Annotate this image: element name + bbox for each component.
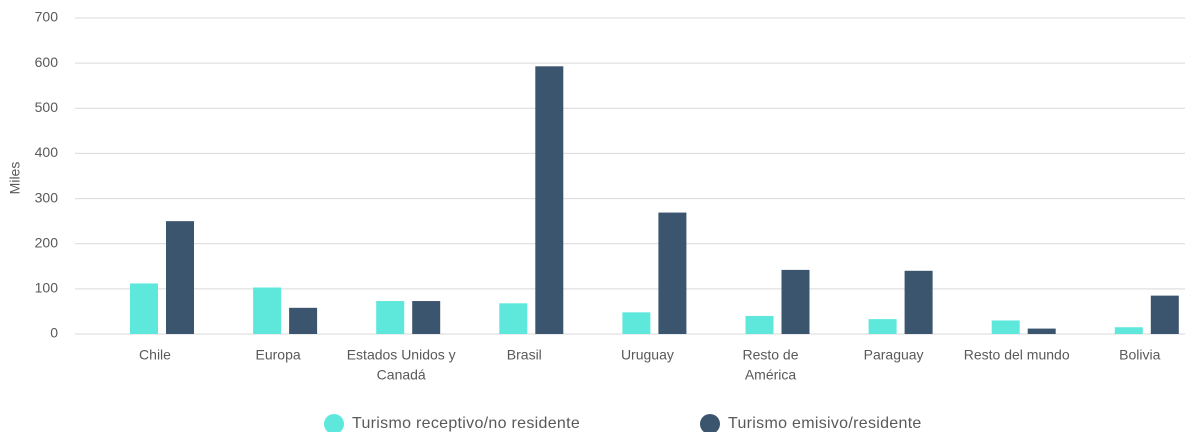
x-tick-label: Paraguay <box>864 347 924 363</box>
bar <box>499 303 528 334</box>
x-tick-label: Chile <box>139 347 171 363</box>
y-tick-label: 500 <box>35 99 59 115</box>
x-tick-label: América <box>745 367 797 383</box>
y-tick-label: 100 <box>35 280 59 296</box>
x-tick-label: Bolivia <box>1119 347 1160 363</box>
y-tick-label: 200 <box>35 234 59 250</box>
y-tick-label: 400 <box>35 144 59 160</box>
bar <box>253 287 282 334</box>
bar <box>412 301 441 334</box>
x-tick-label: Resto de <box>742 347 798 363</box>
bar <box>781 269 810 334</box>
y-tick-label: 600 <box>35 54 59 70</box>
bar <box>166 221 194 334</box>
y-axis-label: Miles <box>7 162 23 195</box>
bar <box>1150 295 1179 334</box>
bar <box>904 270 933 334</box>
x-tick-label: Resto del mundo <box>964 347 1070 363</box>
legend-marker <box>700 414 720 432</box>
y-tick-label: 700 <box>35 9 59 25</box>
bar <box>745 315 774 334</box>
bar <box>1027 328 1056 334</box>
bar <box>991 320 1020 334</box>
legend-label: Turismo emisivo/residente <box>728 415 922 432</box>
bar <box>535 66 564 334</box>
bar <box>289 307 318 334</box>
y-tick-label: 300 <box>35 189 59 205</box>
bar <box>130 283 158 334</box>
y-tick-label: 0 <box>50 325 58 341</box>
legend-marker <box>324 414 344 432</box>
bar <box>868 319 897 334</box>
x-tick-label: Estados Unidos y <box>347 347 456 363</box>
x-tick-label: Europa <box>256 347 301 363</box>
legend-label: Turismo receptivo/no residente <box>352 415 580 432</box>
bar <box>376 301 405 334</box>
bar <box>658 212 687 334</box>
x-tick-label: Canadá <box>377 367 426 383</box>
x-tick-label: Brasil <box>507 347 542 363</box>
bar <box>622 312 651 334</box>
bar <box>1114 327 1143 334</box>
x-tick-label: Uruguay <box>621 347 674 363</box>
